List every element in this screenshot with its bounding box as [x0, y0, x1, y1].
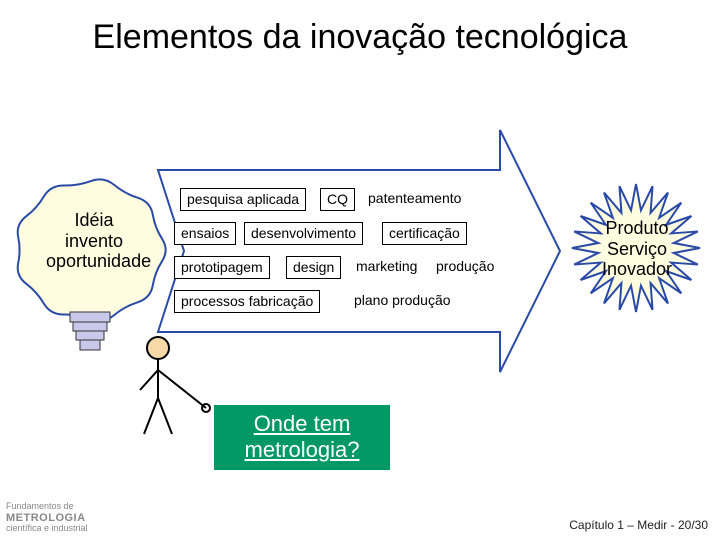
process-tag: CQ — [320, 188, 355, 211]
process-tag: prototipagem — [174, 256, 270, 279]
process-tag: desenvolvimento — [244, 222, 363, 245]
process-tag: produção — [430, 256, 500, 277]
process-tag: ensaios — [174, 222, 236, 245]
process-tag: patenteamento — [362, 188, 467, 209]
footer-text: Capítulo 1 – Medir - 20/30 — [569, 518, 708, 532]
process-tag: marketing — [350, 256, 423, 277]
person-figure — [140, 337, 210, 434]
idea-label: Idéiainventooportunidade — [46, 210, 142, 272]
process-tag: pesquisa aplicada — [180, 188, 306, 211]
process-arrow — [158, 130, 560, 372]
credit-text: Fundamentos de METROLOGIA científica e i… — [6, 502, 88, 534]
process-tag: certificação — [382, 222, 467, 245]
process-tag: processos fabricação — [174, 290, 320, 313]
process-tag: design — [286, 256, 341, 279]
process-tag: plano produção — [348, 290, 457, 311]
credit-line3: científica e industrial — [6, 524, 88, 534]
question-box: Onde temmetrologia? — [214, 405, 390, 470]
credit-line1: Fundamentos de — [6, 502, 88, 512]
output-label: ProdutoServiçoInovador — [594, 218, 680, 280]
